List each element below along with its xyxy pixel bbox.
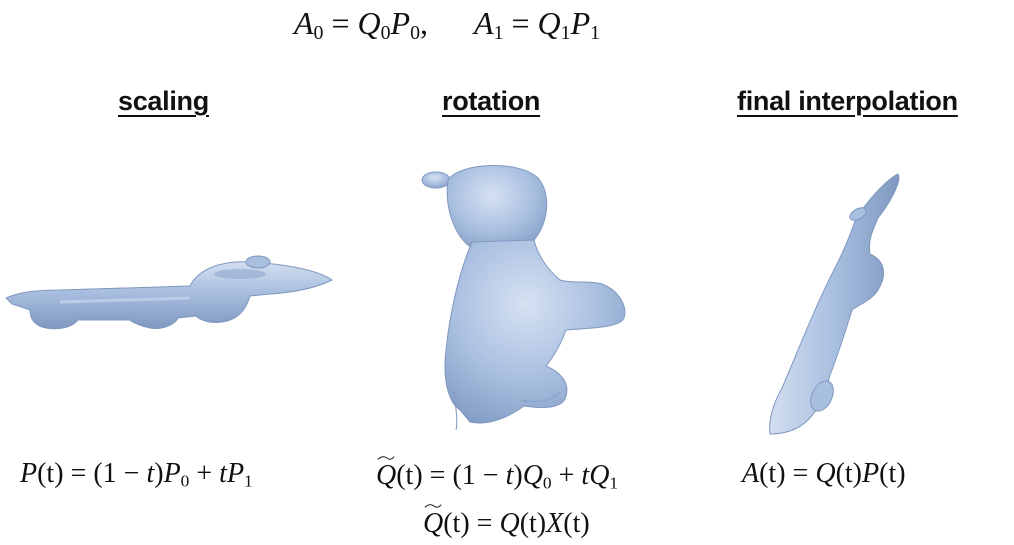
heading-rotation: rotation xyxy=(442,86,541,116)
top-equation: A0 = Q0P0, A1 = Q1P1 xyxy=(294,7,600,44)
scaled-bear-mesh xyxy=(5,255,333,330)
final-formula: A(t) = Q(t)P(t) xyxy=(742,458,906,489)
rotation-formula-2: Q(t) = Q(t)X(t) xyxy=(423,502,590,539)
a1-equation: A1 = Q1P1 xyxy=(474,5,601,44)
rotation-formula-1: Q(t) = (1 − t)Q0 + tQ1 xyxy=(376,454,619,493)
heading-scaling: scaling xyxy=(118,86,209,116)
scaling-formula: P(t) = (1 − t)P0 + tP1 xyxy=(20,458,253,491)
a0-equation: A0 = Q0P0, xyxy=(294,5,429,44)
rotated-bear-mesh xyxy=(421,164,626,431)
heading-final-interpolation: final interpolation xyxy=(737,86,958,116)
final-bear-mesh xyxy=(769,173,900,435)
